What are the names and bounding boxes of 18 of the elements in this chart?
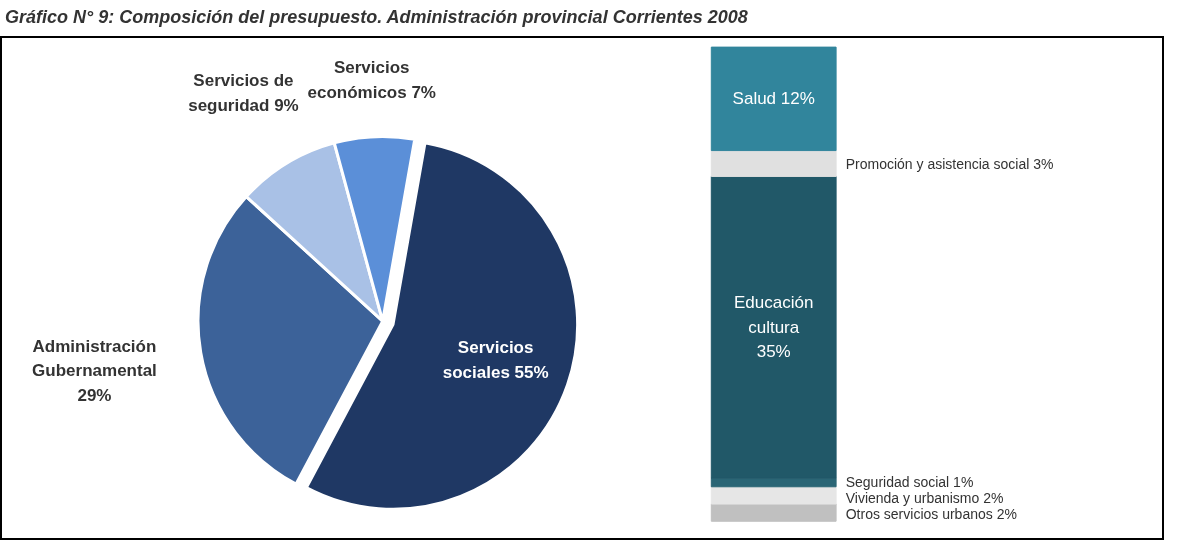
text: Vivienda y urbanismo 2%: [845, 489, 1004, 506]
slice-label: Servicios económicos 7%: [307, 57, 436, 102]
slice-label: Administración Gubernamental: [32, 336, 157, 381]
bar: [710, 150, 837, 177]
data-label: 29%: [77, 386, 112, 406]
slice-label: Servicios de seguridad 9%: [188, 70, 299, 115]
text: Seguridad social 1%: [845, 474, 974, 491]
text: Otros servicios urbanos 2%: [845, 505, 1017, 522]
bar: [710, 503, 837, 522]
bar: [710, 486, 837, 505]
series-label: Educación cultura: [734, 293, 814, 337]
text: Salud 12%: [732, 89, 815, 109]
text: Promoción y asistencia social 3%: [845, 155, 1054, 172]
chart-title: Gráfico N° 9: Composición del presupuesto. Administración provincial Corrientes 2008: [5, 6, 748, 29]
bar: [710, 175, 837, 479]
slice-label: Servicios sociales 55%: [442, 338, 549, 382]
bar: [710, 46, 837, 152]
data-label: 35%: [756, 342, 791, 362]
